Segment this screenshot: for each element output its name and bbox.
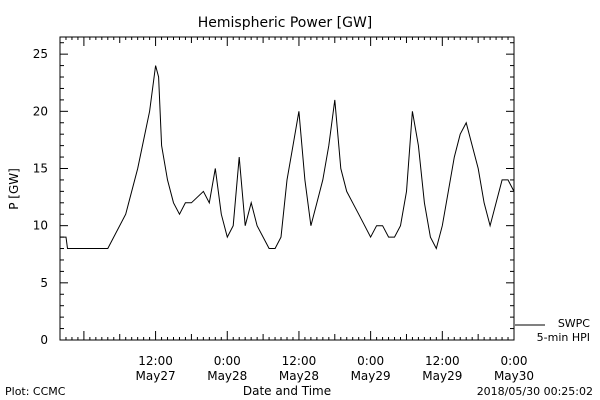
x-tick-label-time: 12:00 <box>425 354 460 368</box>
x-axis: 12:00May270:00May2812:00May280:00May2912… <box>59 37 534 383</box>
x-tick-label-date: May29 <box>351 369 391 383</box>
y-axis-label: P [GW] <box>7 168 21 210</box>
y-tick-label: 10 <box>33 219 48 233</box>
x-tick-label-time: 0:00 <box>501 354 528 368</box>
x-tick-label-time: 12:00 <box>138 354 173 368</box>
plot-frame <box>59 36 515 341</box>
x-tick-label-time: 0:00 <box>214 354 241 368</box>
footer-credit: Plot: CCMC <box>5 385 66 398</box>
y-tick-label: 20 <box>33 104 48 118</box>
chart-title: Hemispheric Power [GW] <box>198 15 373 31</box>
x-tick-label-date: May29 <box>422 369 462 383</box>
x-tick-label-date: May27 <box>136 369 176 383</box>
x-tick-label-time: 0:00 <box>357 354 384 368</box>
x-tick-label-date: May30 <box>494 369 534 383</box>
x-axis-label: Date and Time <box>243 384 331 398</box>
x-tick-label-date: May28 <box>207 369 247 383</box>
y-tick-label: 15 <box>33 161 48 175</box>
y-tick-label: 5 <box>40 276 48 290</box>
annotation-swpc: SWPC <box>558 317 590 330</box>
annotation-5min-hpi: 5-min HPI <box>537 331 590 344</box>
y-tick-label: 25 <box>33 47 48 61</box>
x-tick-label-date: May28 <box>279 369 319 383</box>
series-line-5min-hpi <box>60 65 515 250</box>
y-axis: 0 5 10 15 20 25 <box>33 42 514 347</box>
x-tick-label-time: 12:00 <box>282 354 317 368</box>
y-tick-label: 0 <box>40 333 48 347</box>
footer-timestamp: 2018/05/30 00:25:02 <box>477 385 593 398</box>
